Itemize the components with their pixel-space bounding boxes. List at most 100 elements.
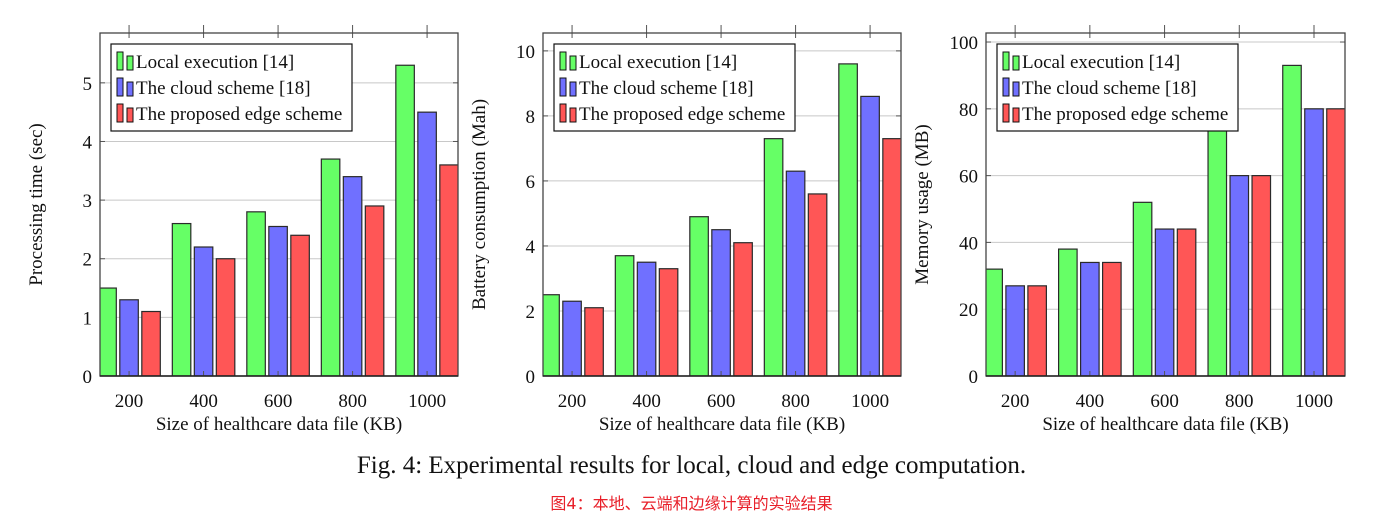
- y-tick-label: 80: [959, 100, 978, 121]
- legend-item-edge: The proposed edge scheme: [116, 103, 342, 125]
- legend-label: Local execution [14]: [579, 52, 737, 73]
- bar-cloud-200: [1005, 285, 1025, 376]
- bar-cloud-200: [562, 300, 582, 376]
- y-tick-label: 2: [83, 250, 93, 271]
- legend-label: Local execution [14]: [136, 52, 294, 73]
- legend-label: The proposed edge scheme: [579, 104, 785, 125]
- bar-cloud-400: [1080, 261, 1100, 376]
- legend-box: [553, 43, 796, 132]
- legend-label: The cloud scheme [18]: [136, 78, 311, 99]
- legend-swatch: [126, 55, 134, 71]
- legend-item-local: Local execution [14]: [1002, 51, 1180, 73]
- legend-swatch: [569, 107, 577, 123]
- x-axis-label: Size of healthcare data file (KB): [156, 414, 402, 435]
- bar-cloud-400: [193, 246, 214, 376]
- legend-swatch: [1002, 51, 1010, 71]
- bar-local-600: [1132, 201, 1153, 376]
- bar-local-1000: [1282, 64, 1302, 376]
- legend: Local execution [14] The cloud scheme [18…: [110, 43, 353, 132]
- legend-box: [996, 43, 1239, 132]
- legend: Local execution [14] The cloud scheme [18…: [553, 43, 796, 132]
- legend-swatch: [116, 77, 124, 97]
- chart-panel-2: 0 2 4 6 8 10 200 400 600 800 1000 Size of healthcar…: [469, 25, 902, 435]
- y-tick-label: 0: [969, 367, 979, 388]
- x-tick-label: 1000: [1295, 391, 1333, 412]
- bar-local-600: [689, 216, 709, 376]
- legend-swatch: [126, 81, 134, 97]
- bar-edge-600: [1176, 228, 1197, 376]
- x-tick-label: 200: [558, 391, 587, 412]
- legend-label: Local execution [14]: [1022, 52, 1180, 73]
- legend-label: The proposed edge scheme: [136, 104, 342, 125]
- bar-edge-1000: [439, 164, 458, 376]
- bar-edge-200: [1027, 285, 1047, 376]
- legend-item-cloud: The cloud scheme [18]: [1002, 77, 1197, 99]
- y-axis-label: Battery consumption (Mah): [469, 99, 490, 310]
- bar-cloud-1000: [1304, 108, 1324, 376]
- bar-edge-800: [807, 193, 828, 376]
- legend-swatch: [569, 55, 577, 71]
- bars: [986, 64, 1345, 376]
- y-tick-label: 3: [83, 191, 93, 212]
- x-tick-label: 800: [781, 391, 810, 412]
- bar-local-200: [986, 268, 1003, 376]
- legend-swatch: [116, 103, 124, 123]
- bar-local-800: [320, 158, 341, 376]
- y-tick-label: 0: [526, 367, 536, 388]
- bar-local-1000: [395, 64, 415, 376]
- bar-edge-1000: [882, 138, 901, 376]
- bars: [100, 64, 458, 376]
- bar-edge-400: [658, 268, 679, 376]
- bar-local-400: [614, 255, 635, 376]
- y-tick-label: 5: [83, 74, 93, 95]
- legend-swatch: [1012, 55, 1020, 71]
- y-tick-label: 60: [959, 167, 978, 188]
- y-tick-label: 6: [526, 172, 536, 193]
- bar-cloud-800: [785, 170, 806, 376]
- y-tick-label: 40: [959, 233, 978, 254]
- legend-item-local: Local execution [14]: [559, 51, 737, 73]
- y-axis-label: Processing time (sec): [26, 123, 47, 286]
- bar-cloud-1000: [860, 95, 880, 376]
- x-tick-label: 800: [338, 391, 367, 412]
- legend-swatch: [1002, 77, 1010, 97]
- bar-local-400: [1058, 248, 1078, 376]
- figure-caption: Fig. 4: Experimental results for local, …: [356, 452, 1027, 479]
- y-tick-label: 4: [83, 132, 93, 153]
- bar-cloud-1000: [417, 111, 437, 376]
- x-tick-label: 1000: [408, 391, 446, 412]
- x-tick-label: 600: [1150, 391, 1179, 412]
- x-tick-label: 800: [1225, 391, 1254, 412]
- bar-edge-600: [733, 242, 753, 376]
- y-tick-label: 0: [83, 367, 93, 388]
- x-tick-label: 600: [264, 391, 293, 412]
- bar-local-800: [1207, 114, 1228, 376]
- bar-cloud-200: [119, 299, 139, 376]
- bar-cloud-800: [342, 176, 363, 376]
- bar-edge-800: [364, 205, 385, 376]
- x-tick-label: 200: [115, 391, 144, 412]
- legend-box: [110, 43, 353, 132]
- bar-cloud-600: [268, 225, 288, 376]
- x-tick-label: 400: [189, 391, 218, 412]
- bar-local-400: [171, 222, 192, 376]
- y-tick-label: 10: [516, 42, 535, 63]
- x-axis-label: Size of healthcare data file (KB): [1042, 414, 1288, 435]
- legend-label: The cloud scheme [18]: [579, 78, 754, 99]
- legend: Local execution [14] The cloud scheme [18…: [996, 43, 1239, 132]
- bar-edge-400: [1102, 261, 1122, 376]
- bar-local-1000: [838, 63, 858, 376]
- x-tick-label: 1000: [851, 391, 889, 412]
- legend-item-cloud: The cloud scheme [18]: [116, 77, 311, 99]
- bar-cloud-600: [1154, 228, 1175, 376]
- y-tick-label: 1: [83, 308, 93, 329]
- legend-swatch: [1002, 103, 1010, 123]
- legend-swatch: [1012, 107, 1020, 123]
- legend-item-cloud: The cloud scheme [18]: [559, 77, 754, 99]
- bar-edge-600: [290, 234, 310, 376]
- legend-swatch: [559, 51, 567, 71]
- bar-edge-1000: [1326, 108, 1345, 376]
- legend-swatch: [116, 51, 124, 71]
- legend-swatch: [126, 107, 134, 123]
- x-tick-label: 400: [1076, 391, 1105, 412]
